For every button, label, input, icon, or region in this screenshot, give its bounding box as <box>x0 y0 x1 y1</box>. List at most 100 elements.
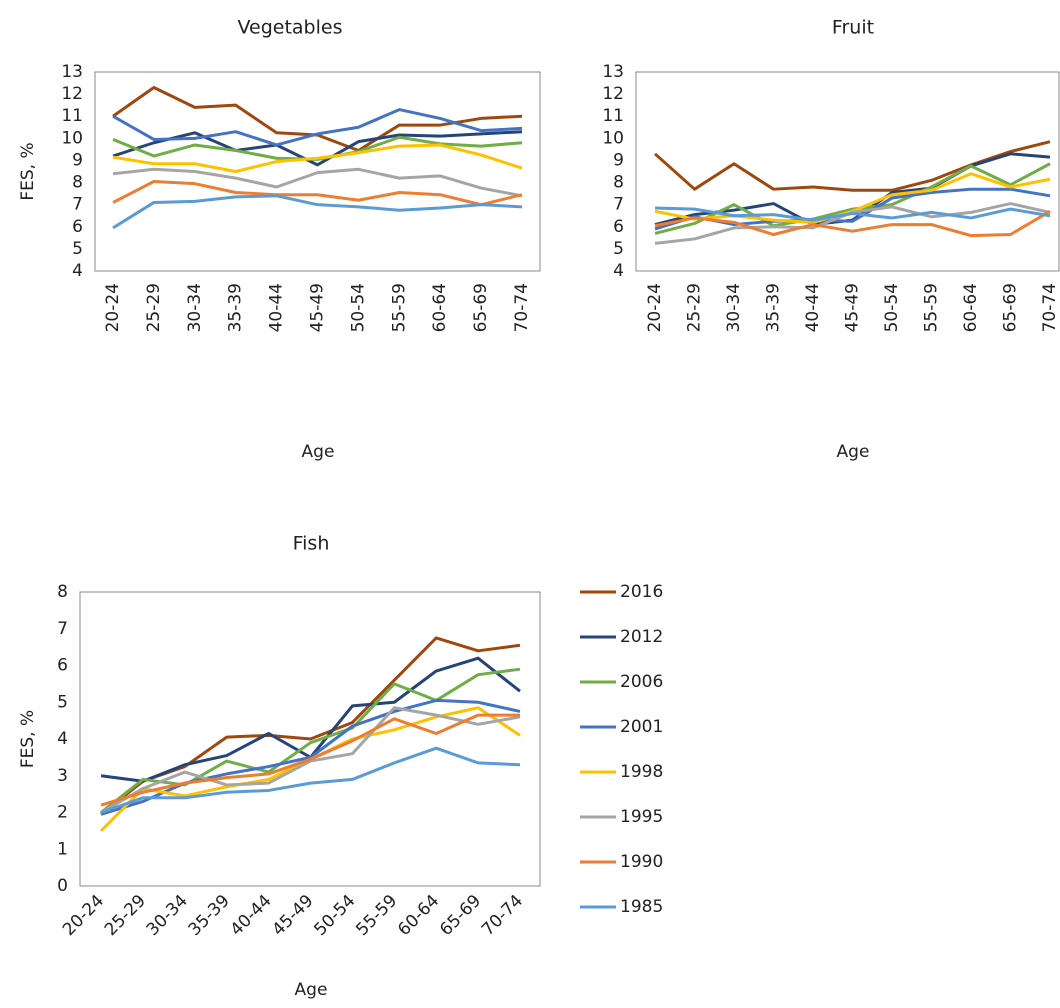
x-tick-label: 40-44 <box>267 283 287 332</box>
x-tick-label: 45-49 <box>308 283 328 332</box>
legend-label: 1995 <box>620 807 663 827</box>
y-tick-label: 8 <box>613 173 624 193</box>
chart-title: Fish <box>293 533 330 555</box>
series-line <box>653 140 1051 192</box>
legend-label: 2001 <box>620 717 663 737</box>
legend-label: 1998 <box>620 762 663 782</box>
series-line <box>112 130 523 167</box>
series-line <box>112 194 523 230</box>
legend-label: 1990 <box>620 852 663 872</box>
x-tick-label: 65-69 <box>1001 283 1021 332</box>
series-line <box>99 706 521 832</box>
x-tick-label: 35-39 <box>185 891 234 940</box>
series-line <box>112 85 523 152</box>
x-tick-label: 20-24 <box>645 283 665 332</box>
y-tick-label: 13 <box>61 62 83 82</box>
y-tick-label: 10 <box>602 128 624 148</box>
x-tick-label: 40-44 <box>227 891 276 940</box>
chart-title: Vegetables <box>238 17 343 39</box>
plot-frame <box>635 71 1060 272</box>
x-tick-label: 60-64 <box>394 891 443 940</box>
y-tick-label: 6 <box>613 217 624 237</box>
y-tick-label: 1 <box>57 839 68 859</box>
y-axis-label: FES, % <box>18 710 38 768</box>
series-line <box>112 167 523 198</box>
legend-label: 2006 <box>620 672 663 692</box>
x-tick-label: 45-49 <box>268 891 317 940</box>
x-tick-label: 45-49 <box>843 283 863 332</box>
legend-label: 1985 <box>620 897 663 917</box>
x-axis-label: Age <box>302 442 335 462</box>
x-tick-label: 40-44 <box>803 283 823 332</box>
y-tick-label: 9 <box>72 150 83 170</box>
x-tick-label: 50-54 <box>882 283 902 332</box>
x-tick-label: 70-74 <box>1040 283 1060 332</box>
chart-title: Fruit <box>832 17 874 39</box>
plot-frame <box>79 591 541 887</box>
x-tick-label: 30-34 <box>724 283 744 332</box>
y-tick-label: 4 <box>72 261 83 281</box>
x-tick-label: 70-74 <box>512 283 532 332</box>
series-line <box>112 108 523 147</box>
series-line <box>654 210 1051 238</box>
series-line <box>100 706 521 814</box>
x-tick-label: 50-54 <box>310 891 359 940</box>
y-tick-label: 12 <box>61 84 83 104</box>
x-tick-label: 35-39 <box>764 283 784 332</box>
x-tick-label: 50-54 <box>348 283 368 332</box>
x-tick-label: 25-29 <box>685 283 705 332</box>
x-tick-label: 25-29 <box>144 283 164 332</box>
series-line <box>112 179 523 207</box>
y-tick-label: 4 <box>613 261 624 281</box>
series-line <box>100 667 521 814</box>
series-line <box>654 162 1051 235</box>
y-tick-label: 11 <box>61 106 83 126</box>
series-line <box>100 713 520 807</box>
x-tick-label: 30-34 <box>143 891 192 940</box>
y-tick-label: 8 <box>57 582 68 602</box>
x-tick-label: 60-64 <box>430 283 450 332</box>
x-tick-label: 55-59 <box>922 283 942 332</box>
legend-label: 2012 <box>620 627 663 647</box>
legend-label: 2016 <box>620 582 663 602</box>
y-tick-label: 3 <box>57 766 68 786</box>
series-line <box>654 206 1051 222</box>
y-tick-label: 8 <box>72 173 83 193</box>
x-tick-label: 70-74 <box>478 891 527 940</box>
y-tick-label: 7 <box>613 195 624 215</box>
y-tick-label: 0 <box>57 876 68 896</box>
x-tick-label: 55-59 <box>352 891 401 940</box>
y-tick-label: 4 <box>57 729 68 749</box>
y-tick-label: 9 <box>613 150 624 170</box>
y-tick-label: 7 <box>57 619 68 639</box>
y-tick-label: 6 <box>72 217 83 237</box>
x-tick-label: 30-34 <box>185 283 205 332</box>
x-tick-label: 25-29 <box>101 891 150 940</box>
y-tick-label: 6 <box>57 656 68 676</box>
x-tick-label: 35-39 <box>226 283 246 332</box>
x-tick-label: 65-69 <box>471 283 491 332</box>
series-line <box>112 135 523 161</box>
y-tick-label: 13 <box>602 62 624 82</box>
y-tick-label: 2 <box>57 803 68 823</box>
series-line <box>112 143 523 173</box>
y-tick-label: 5 <box>613 239 624 259</box>
x-tick-label: 60-64 <box>961 283 981 332</box>
y-tick-label: 5 <box>72 239 83 259</box>
x-tick-label: 65-69 <box>436 891 485 940</box>
y-tick-label: 11 <box>602 106 624 126</box>
y-tick-label: 12 <box>602 84 624 104</box>
x-axis-label: Age <box>295 980 328 1000</box>
y-axis-label: FES, % <box>18 142 38 200</box>
series-line <box>100 698 521 816</box>
x-axis-label: Age <box>837 442 870 462</box>
x-tick-label: 20-24 <box>59 891 108 940</box>
y-tick-label: 7 <box>72 195 83 215</box>
plot-frame <box>94 71 541 272</box>
y-tick-label: 10 <box>61 128 83 148</box>
series-line <box>100 746 521 814</box>
y-tick-label: 5 <box>57 692 68 712</box>
x-tick-label: 20-24 <box>103 283 123 332</box>
x-tick-label: 55-59 <box>389 283 409 332</box>
